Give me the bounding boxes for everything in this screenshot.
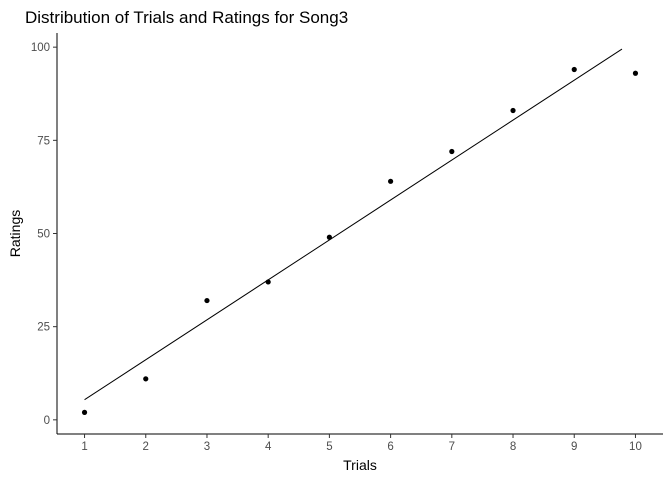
y-tick-label: 25 [37, 322, 50, 334]
data-point [326, 234, 332, 240]
data-point [81, 409, 88, 415]
x-tick-label: 5 [326, 441, 332, 453]
data-point [510, 107, 516, 114]
y-axis-label: Ratings [7, 210, 23, 257]
data-point [632, 70, 639, 76]
x-tick-label: 7 [449, 441, 455, 453]
y-tick-label: 75 [37, 135, 50, 147]
y-tick-label: 0 [44, 415, 50, 427]
y-tick-label: 50 [37, 229, 50, 241]
x-tick-label: 10 [629, 441, 642, 453]
data-point [388, 178, 394, 184]
data-point [143, 376, 149, 382]
x-tick-label: 8 [510, 441, 516, 453]
data-point [265, 279, 271, 285]
x-tick-label: 3 [204, 441, 210, 453]
data-point [204, 297, 210, 304]
x-tick-label: 9 [571, 441, 577, 453]
x-axis-label: Trials [343, 457, 377, 473]
data-point [449, 148, 455, 155]
x-tick-label: 1 [81, 441, 87, 453]
x-tick-label: 4 [265, 441, 272, 453]
x-tick-label: 2 [143, 441, 149, 453]
chart-title: Distribution of Trials and Ratings for S… [25, 8, 348, 27]
data-point [571, 66, 577, 73]
y-tick-label: 100 [31, 42, 50, 54]
x-tick-label: 6 [387, 441, 393, 453]
plot-area: 0 25 50 75 100 1 2 3 4 5 6 7 8 9 10 [31, 33, 663, 453]
trend-line [84, 48, 623, 401]
